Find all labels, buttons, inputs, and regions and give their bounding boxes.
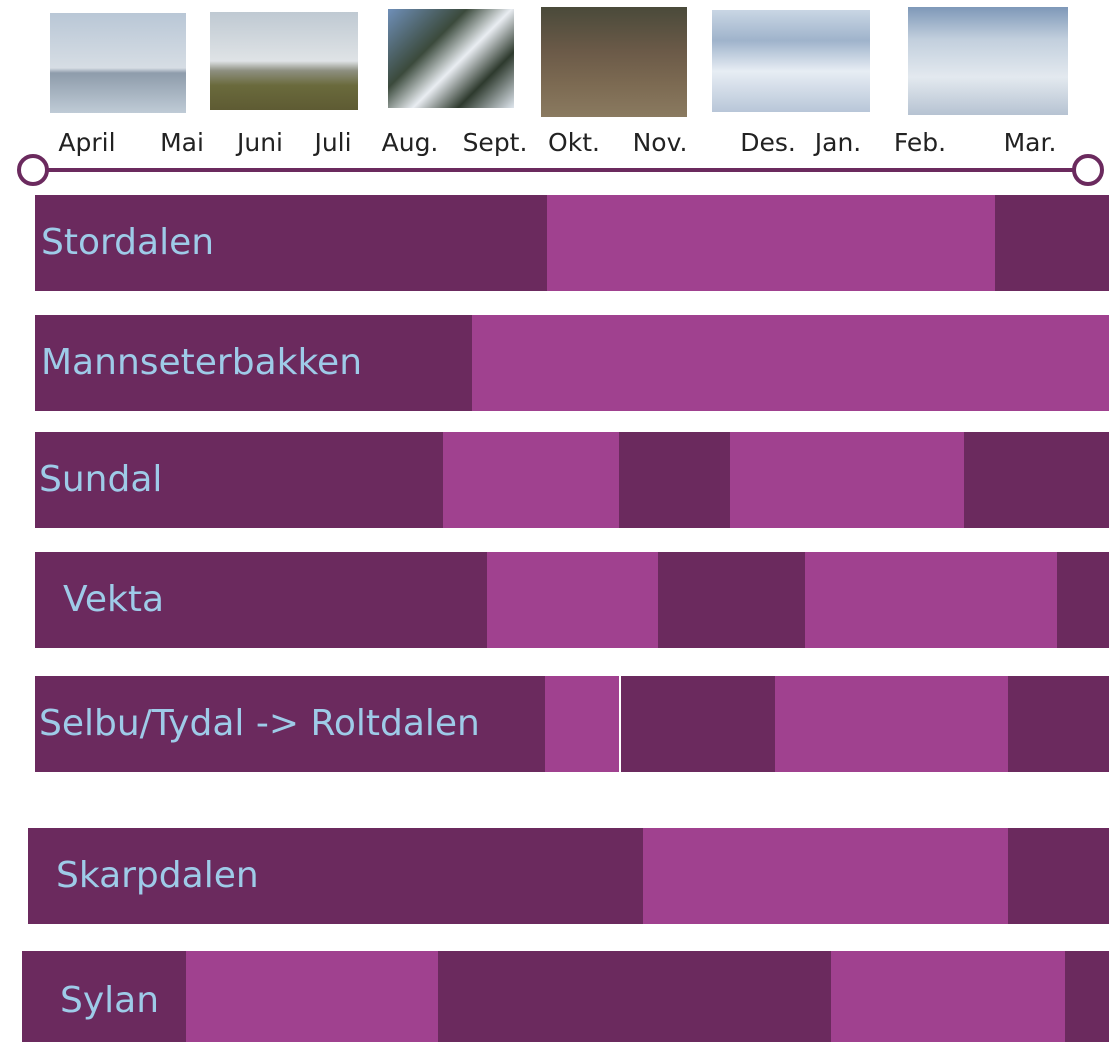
row: Mannseterbakken — [35, 315, 1109, 411]
segment — [621, 676, 775, 772]
row-label: Stordalen — [41, 195, 214, 291]
timeline-start — [19, 156, 47, 184]
segment — [547, 195, 995, 291]
photo — [50, 13, 186, 113]
row-label: Mannseterbakken — [41, 315, 362, 411]
segment — [775, 676, 1008, 772]
segment — [186, 951, 438, 1042]
segment — [805, 552, 1057, 648]
photo — [712, 10, 870, 112]
photo — [388, 9, 514, 108]
photo — [908, 7, 1068, 115]
row-label: Sundal — [39, 432, 162, 528]
segment — [658, 552, 805, 648]
segment — [1008, 676, 1109, 772]
segment — [643, 828, 1008, 924]
segment — [964, 432, 1109, 528]
segment — [545, 676, 619, 772]
segment — [1057, 552, 1109, 648]
segment — [730, 432, 964, 528]
segment — [472, 315, 1109, 411]
photo — [541, 7, 687, 117]
segment — [1065, 951, 1109, 1042]
segment — [438, 951, 831, 1042]
segment — [995, 195, 1109, 291]
timeline-end — [1074, 156, 1102, 184]
row: Vekta — [35, 552, 1109, 648]
segment — [443, 432, 619, 528]
row: Sylan — [22, 951, 1109, 1042]
row: Sundal — [35, 432, 1109, 528]
row-label: Sylan — [60, 951, 159, 1051]
row: Selbu/Tydal -> Roltdalen — [35, 676, 1109, 772]
row: Skarpdalen — [28, 828, 1109, 924]
segment — [487, 552, 658, 648]
timeline — [0, 150, 1109, 192]
segment — [1008, 828, 1109, 924]
row-label: Vekta — [63, 552, 164, 648]
row-label: Skarpdalen — [56, 828, 259, 924]
row-label: Selbu/Tydal -> Roltdalen — [39, 676, 480, 772]
page: April Mai Juni Juli Aug. Sept. Okt. Nov.… — [0, 0, 1109, 1042]
segment — [619, 432, 730, 528]
row: Stordalen — [35, 195, 1109, 291]
segment — [831, 951, 1065, 1042]
photo — [210, 12, 358, 110]
